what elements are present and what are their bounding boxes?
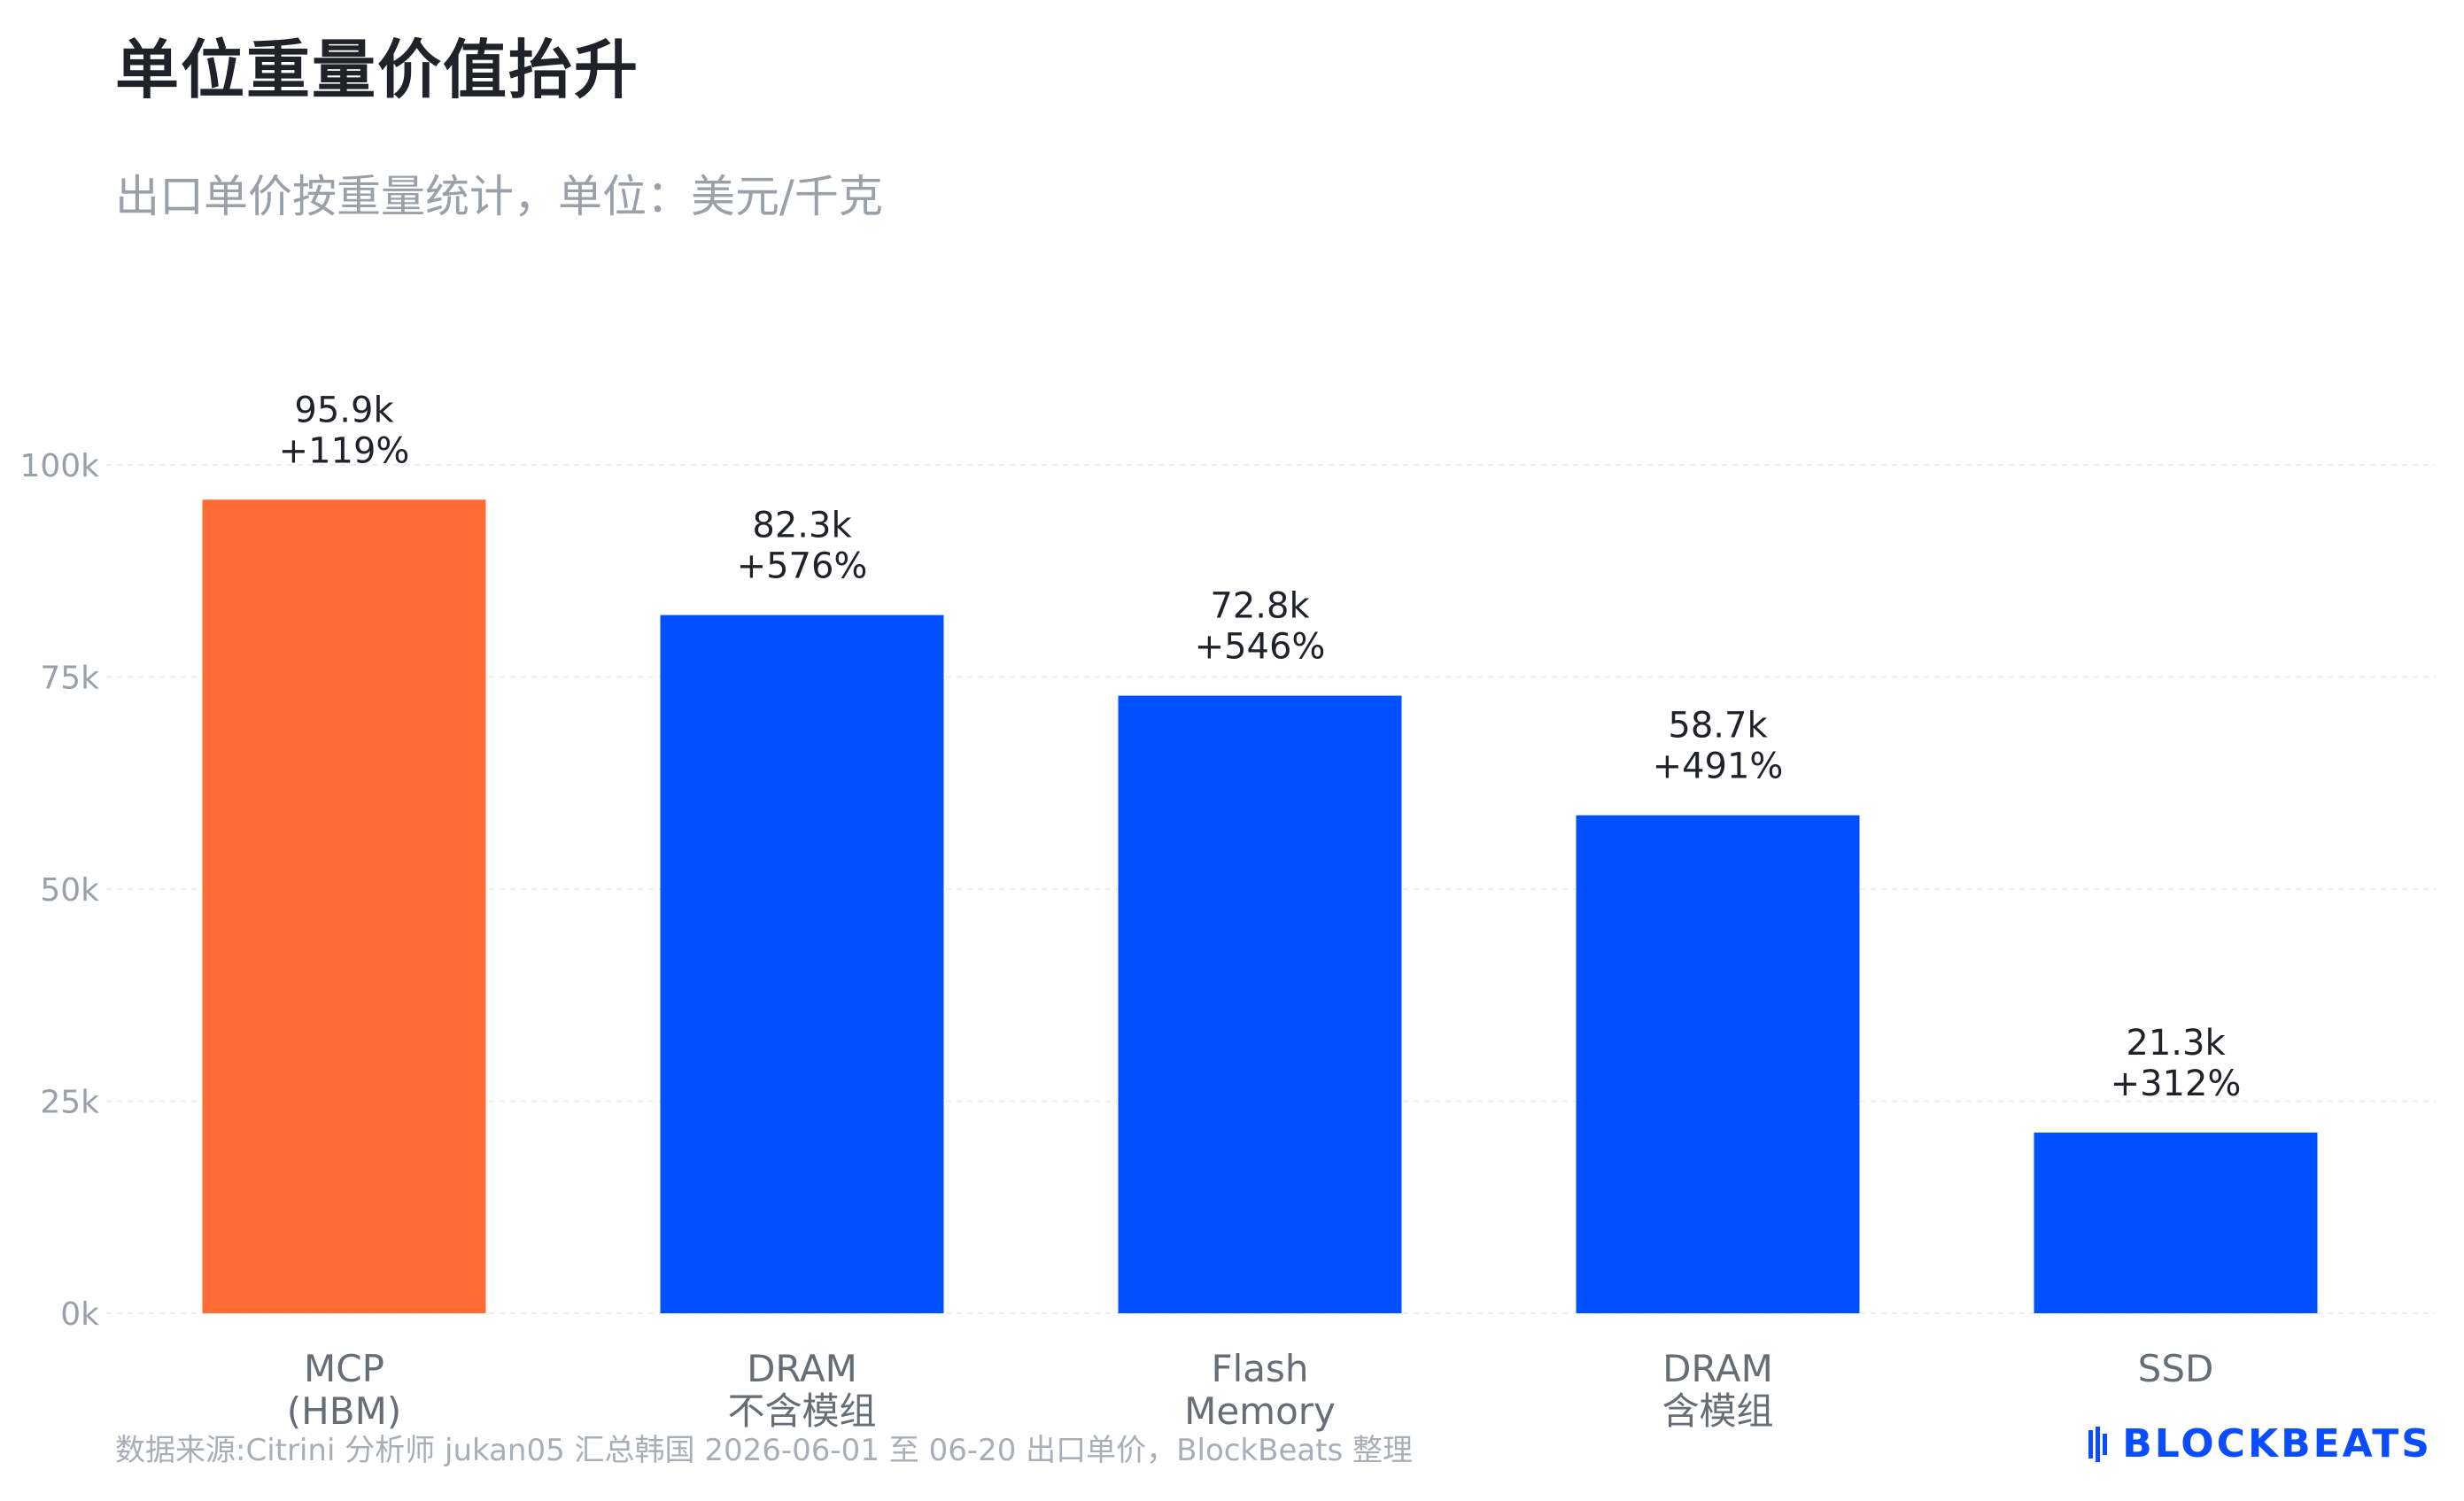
bar bbox=[660, 615, 944, 1313]
y-tick-label: 0k bbox=[60, 1296, 99, 1333]
x-category-label: 含模组 bbox=[1662, 1389, 1773, 1433]
bar-value-label: 72.8k bbox=[1210, 586, 1310, 627]
bar-value-label: 21.3k bbox=[2126, 1023, 2226, 1064]
x-category-label: (HBM) bbox=[287, 1389, 401, 1433]
y-tick-label: 75k bbox=[40, 661, 99, 697]
blockbeats-logo-icon bbox=[2088, 1426, 2108, 1462]
y-tick-label: 100k bbox=[19, 448, 99, 484]
x-category-label: SSD bbox=[2138, 1347, 2214, 1390]
x-category-label: Flash bbox=[1211, 1347, 1308, 1390]
source-note: 数据来源:Citrini 分析师 jukan05 汇总韩国 2026-06-01… bbox=[115, 1433, 1414, 1468]
chart-subtitle: 出口单价按重量统计，单位：美元/千克 bbox=[115, 171, 883, 222]
bar bbox=[1118, 695, 1402, 1313]
bar-value-label: 95.9k bbox=[294, 390, 394, 430]
bar-change-label: +312% bbox=[2111, 1064, 2242, 1104]
bar-value-label: 82.3k bbox=[752, 506, 852, 546]
bar-change-label: +576% bbox=[737, 546, 868, 587]
y-axis-ticks: 0k 25k 50k 75k 100k bbox=[19, 448, 99, 1333]
bar-change-label: +546% bbox=[1195, 627, 1326, 668]
x-category-label: MCP bbox=[304, 1347, 384, 1390]
x-category-label: DRAM bbox=[1662, 1347, 1773, 1390]
bar-change-label: +119% bbox=[279, 430, 410, 471]
x-category-label: Memory bbox=[1184, 1389, 1336, 1433]
chart-title: 单位重量价值抬升 bbox=[115, 33, 640, 107]
brand-name: BLOCKBEATS bbox=[2122, 1421, 2432, 1466]
bar-change-label: +491% bbox=[1653, 747, 1784, 787]
x-category-label: DRAM bbox=[747, 1347, 857, 1390]
bars bbox=[202, 499, 2318, 1313]
brand-logo: BLOCKBEATS bbox=[2088, 1421, 2432, 1466]
y-tick-label: 25k bbox=[40, 1085, 99, 1121]
y-tick-label: 50k bbox=[40, 872, 99, 909]
bar-value-label: 58.7k bbox=[1668, 706, 1768, 747]
x-category-label: 不含模组 bbox=[727, 1389, 876, 1433]
bar bbox=[2034, 1132, 2318, 1313]
bar bbox=[1576, 815, 1860, 1313]
value-labels: 95.9k+119% 82.3k+576% 72.8k+546% 58.7k+491%… bbox=[279, 390, 2242, 1104]
bar bbox=[202, 499, 486, 1313]
